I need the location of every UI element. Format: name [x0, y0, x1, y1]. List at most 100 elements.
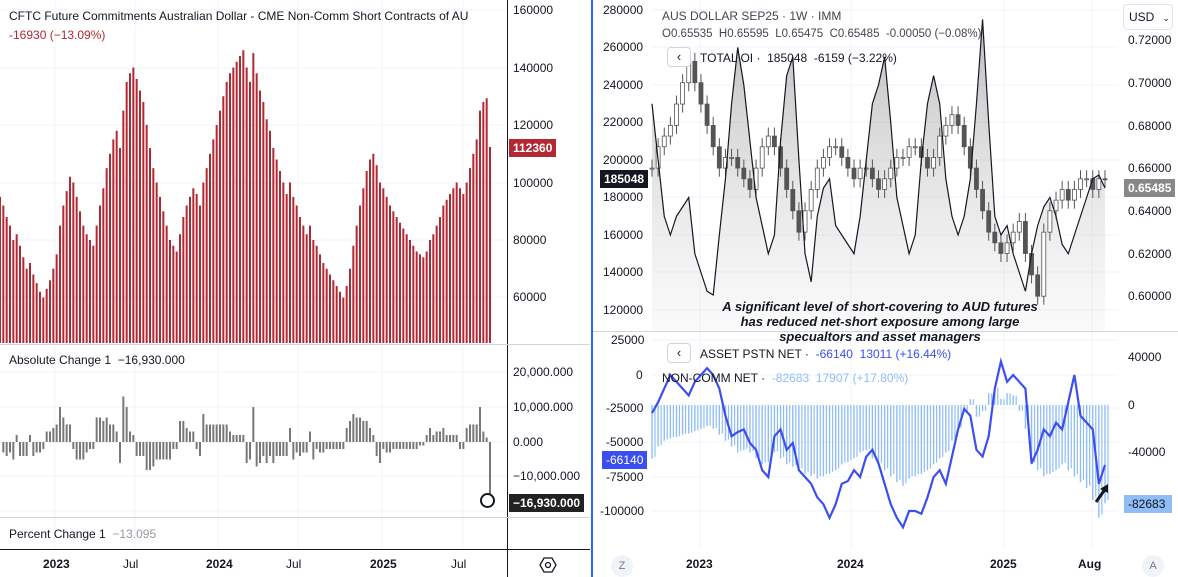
auto-scale-button[interactable]: A — [1142, 555, 1164, 577]
candle-body — [1053, 199, 1059, 212]
short-bar — [45, 288, 48, 343]
candle-body — [851, 167, 857, 180]
short-bar — [62, 205, 65, 343]
change-bar — [192, 431, 195, 442]
pane-separator[interactable] — [0, 344, 590, 345]
change-bar — [15, 435, 18, 442]
candle-body — [649, 167, 655, 170]
candle-body — [894, 157, 900, 169]
y-tick-label: 220000 — [603, 115, 644, 129]
change-bar — [152, 442, 155, 467]
change-bar — [132, 435, 135, 442]
short-bar — [122, 110, 125, 343]
change-bar — [465, 428, 468, 442]
collapse-legend-button[interactable]: ‹ — [667, 343, 691, 363]
change-bar — [12, 442, 15, 460]
candle-body — [772, 135, 777, 148]
change-bar — [325, 442, 328, 449]
change-bar — [49, 431, 51, 442]
candle-body — [1096, 178, 1102, 190]
short-bar — [272, 148, 275, 343]
y-tick-label: 0.66000 — [1128, 161, 1172, 175]
change-bar — [305, 442, 308, 453]
change-bar — [129, 431, 131, 442]
asset-value: -66140 — [815, 347, 853, 361]
oi-value: 185048 — [767, 51, 808, 65]
short-bar — [22, 257, 25, 343]
short-bar — [319, 254, 321, 343]
price-badge: 0.65485 — [1124, 179, 1176, 197]
price-change: -0.00050 (−0.08%) — [885, 28, 982, 40]
short-bar — [39, 291, 41, 343]
short-bar — [465, 182, 468, 343]
change-bar — [355, 417, 358, 442]
candle-body — [808, 189, 814, 212]
short-bar — [49, 280, 51, 343]
change-bar — [429, 428, 431, 442]
change-bar — [155, 442, 158, 460]
change-bar — [479, 407, 481, 442]
short-bar — [75, 196, 78, 343]
short-bar — [69, 176, 71, 343]
pane-separator[interactable] — [0, 517, 590, 518]
short-bar — [245, 67, 248, 343]
y-tick-label: 140000 — [603, 265, 644, 279]
change-bar — [295, 442, 298, 453]
short-bar — [19, 245, 21, 343]
crosshair-marker — [480, 493, 495, 508]
change-bar — [25, 442, 28, 456]
left-axis-border — [507, 0, 508, 577]
short-bar — [442, 205, 445, 343]
candle-body — [1041, 231, 1047, 297]
change-bar — [199, 442, 201, 456]
short-bar — [399, 222, 401, 343]
candle-body — [937, 135, 943, 158]
short-bar — [285, 194, 288, 343]
time-tick-label: 2024 — [837, 557, 864, 571]
collapse-legend-button[interactable]: ‹ — [667, 47, 691, 67]
y-tick-label: 260000 — [603, 40, 644, 54]
time-tick-label: 2023 — [686, 557, 713, 571]
short-bar — [135, 79, 138, 343]
short-bar — [262, 102, 265, 343]
change-bar — [32, 442, 35, 456]
layout-divider[interactable] — [591, 0, 593, 577]
hexagon-gear-icon[interactable] — [539, 557, 557, 573]
y-tick-label: -50000 — [606, 435, 644, 449]
y-tick-label: 40000 — [1128, 350, 1162, 364]
change-bar — [472, 424, 475, 442]
short-bar — [159, 196, 161, 343]
short-bar — [315, 245, 318, 343]
pane-separator[interactable] — [593, 331, 1178, 332]
close-value: 0.65485 — [837, 28, 880, 40]
chart-title: CFTC Future Commitments Australian Dolla… — [9, 9, 469, 23]
asset-label: ASSET PSTN NET · — [700, 347, 809, 361]
change-bar — [262, 442, 265, 456]
change-bar — [359, 417, 361, 442]
short-bar — [289, 182, 291, 343]
zoom-button[interactable]: Z — [611, 555, 633, 577]
open-label: O — [662, 28, 671, 40]
y-tick-label: 80000 — [513, 233, 547, 247]
change-bar — [222, 424, 225, 442]
short-bar — [85, 234, 88, 343]
time-tick-label: Aug — [1078, 557, 1102, 571]
y-tick-label: -40000 — [1128, 445, 1166, 459]
change-bar — [322, 442, 325, 453]
short-bar — [142, 102, 145, 343]
change-bar — [2, 442, 5, 453]
candle-body — [1071, 189, 1077, 201]
pct-change-title: Percent Change 1 — [9, 527, 106, 541]
short-bar — [235, 61, 238, 343]
short-bar — [95, 225, 98, 343]
symbol-title: AUS DOLLAR SEP25 · 1W · IMM — [662, 9, 842, 23]
asset-change: 13011 (+16.44%) — [859, 347, 952, 361]
short-bar — [429, 240, 431, 343]
y-tick-label: 25000 — [611, 333, 645, 347]
abs-change-value: −16,930.000 — [117, 353, 185, 367]
change-bar — [252, 407, 255, 442]
short-bar — [195, 194, 198, 343]
short-bar — [52, 268, 55, 343]
time-tick-label: 2024 — [206, 557, 233, 571]
currency-dropdown[interactable]: USD ⌄ — [1123, 4, 1173, 30]
